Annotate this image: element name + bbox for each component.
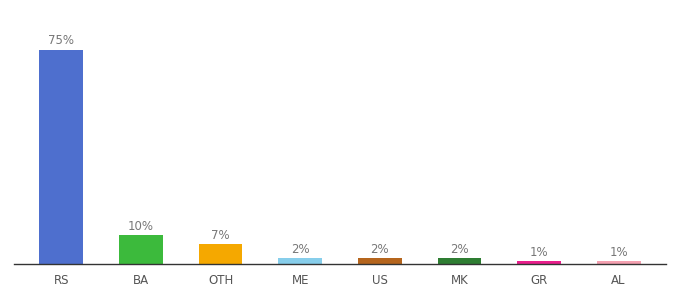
Text: 10%: 10%: [128, 220, 154, 233]
Text: 1%: 1%: [609, 246, 628, 259]
Text: 75%: 75%: [48, 34, 74, 47]
Text: 7%: 7%: [211, 229, 230, 242]
Bar: [39, 50, 83, 264]
Bar: [278, 258, 322, 264]
Text: 1%: 1%: [530, 246, 548, 259]
Text: 2%: 2%: [291, 243, 309, 256]
Bar: [437, 258, 481, 264]
Text: 2%: 2%: [450, 243, 469, 256]
Text: 2%: 2%: [371, 243, 389, 256]
Bar: [358, 258, 402, 264]
Bar: [597, 261, 641, 264]
Bar: [199, 244, 243, 264]
Bar: [119, 236, 163, 264]
Bar: [517, 261, 561, 264]
